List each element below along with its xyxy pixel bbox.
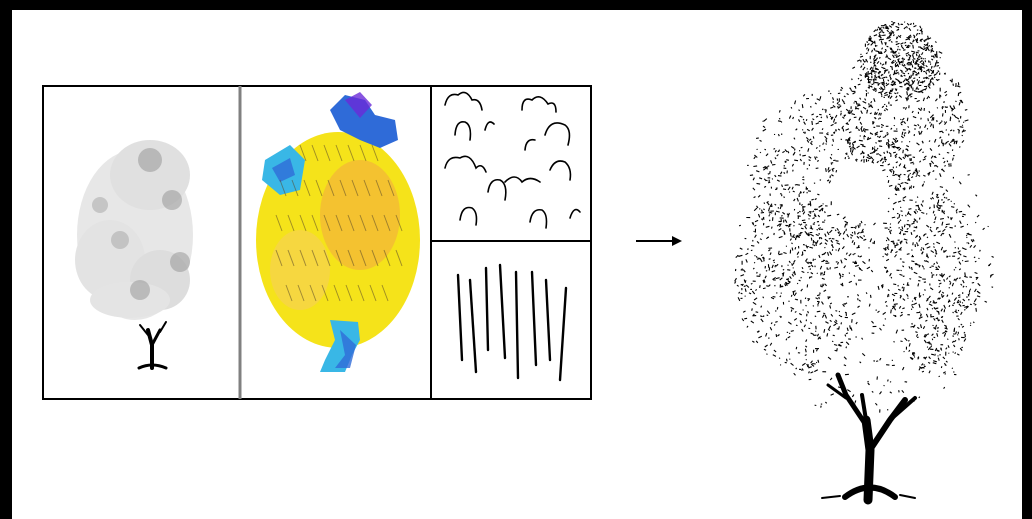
straight-strokes-example	[456, 263, 568, 382]
field-top-blue	[330, 95, 398, 148]
input-panels	[42, 85, 592, 400]
right-border	[1022, 0, 1032, 519]
direction-field-panel	[256, 92, 420, 372]
orientation-strokes	[275, 144, 403, 302]
left-border	[0, 0, 12, 519]
small-trunk-icon	[137, 321, 168, 370]
foliage-stipples	[734, 20, 994, 413]
right-arrow-icon	[636, 236, 682, 246]
faint-foliage-detail	[92, 148, 190, 300]
top-border	[0, 0, 1032, 10]
tone-map-panel	[75, 140, 193, 370]
curly-strokes-example	[444, 91, 581, 229]
stippled-tree-drawing	[734, 20, 994, 505]
tree-trunk-icon	[821, 372, 917, 505]
